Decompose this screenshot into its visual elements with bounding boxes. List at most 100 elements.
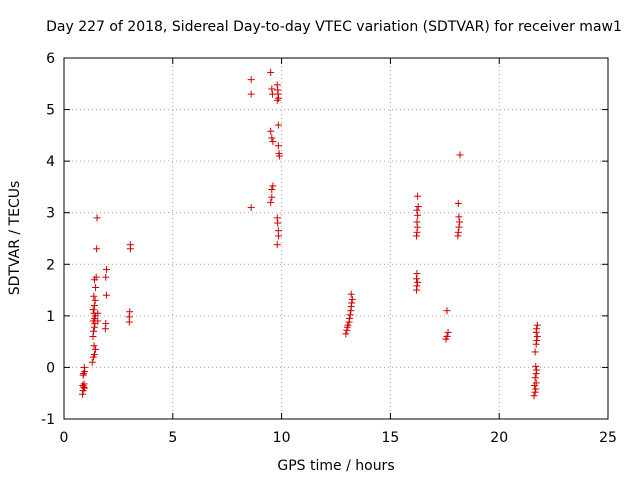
data-point-plus-marker (347, 290, 355, 298)
data-point-plus-marker (532, 379, 540, 387)
data-point-plus-marker (533, 332, 541, 340)
data-point-plus-marker (444, 328, 452, 336)
y-tick-label: -1 (41, 412, 55, 428)
data-point-plus-marker (89, 306, 97, 314)
data-point-plus-marker (90, 302, 98, 310)
data-point-plus-marker (93, 214, 101, 222)
data-point-plus-marker (456, 151, 464, 159)
data-point-plus-marker (454, 199, 462, 207)
data-point-plus-marker (269, 182, 277, 190)
data-point-plus-marker (532, 385, 540, 393)
data-point-plus-marker (80, 363, 88, 371)
data-point-plus-marker (455, 213, 463, 221)
data-point-plus-marker (102, 320, 110, 328)
y-tick-label: 1 (46, 309, 55, 325)
axis-ticks: 0 5 10 15 20 25 -1 0 1 2 3 4 5 6 (41, 51, 617, 446)
data-point-plus-marker (275, 232, 283, 240)
data-point-plus-marker (90, 327, 98, 335)
data-point-plus-marker (414, 203, 422, 211)
data-point-plus-marker (342, 330, 350, 338)
data-point-plus-marker (531, 348, 539, 356)
data-point-plus-marker (92, 283, 100, 291)
data-point-plus-marker (273, 241, 281, 249)
y-tick-label: 4 (46, 154, 55, 170)
data-point-plus-marker (269, 138, 277, 146)
data-point-plus-marker (94, 309, 102, 317)
data-point-plus-marker (348, 299, 356, 307)
data-point-plus-marker (267, 198, 275, 206)
data-point-plus-marker (92, 273, 100, 281)
data-point-plus-marker (90, 351, 98, 359)
data-point-plus-marker (443, 332, 451, 340)
x-tick-label: 20 (490, 430, 508, 446)
data-point-plus-marker (532, 362, 540, 370)
data-point-plus-marker (413, 282, 421, 290)
data-point-plus-marker (414, 211, 422, 219)
data-point-plus-marker (348, 295, 356, 303)
data-point-plus-marker (247, 90, 255, 98)
data-point-plus-marker (275, 152, 283, 160)
data-point-plus-marker (88, 358, 96, 366)
data-points (78, 68, 541, 400)
data-point-plus-marker (345, 314, 353, 322)
data-point-plus-marker (454, 228, 462, 236)
data-point-plus-marker (268, 134, 276, 142)
data-point-plus-marker (102, 273, 110, 281)
data-point-plus-marker (533, 337, 541, 345)
data-point-plus-marker (92, 345, 100, 353)
data-point-plus-marker (455, 223, 463, 231)
data-point-plus-marker (94, 317, 102, 325)
x-tick-label: 5 (168, 430, 177, 446)
data-point-plus-marker (274, 121, 282, 129)
data-point-plus-marker (126, 241, 134, 249)
data-point-plus-marker (79, 371, 87, 379)
data-point-plus-marker (91, 296, 99, 304)
y-axis-label: SDTVAR / TECUs (7, 181, 23, 296)
grid-lines (64, 58, 608, 419)
data-point-plus-marker (247, 204, 255, 212)
x-axis-label: GPS time / hours (277, 458, 394, 474)
data-point-plus-marker (90, 342, 98, 350)
data-point-plus-marker (413, 218, 421, 226)
data-point-plus-marker (81, 384, 89, 392)
data-point-plus-marker (414, 278, 422, 286)
data-point-plus-marker (414, 192, 422, 200)
plot-area-frame (63, 57, 609, 420)
data-point-plus-marker (78, 390, 86, 398)
data-point-plus-marker (413, 206, 421, 214)
data-point-plus-marker (268, 186, 276, 194)
chart-title: Day 227 of 2018, Sidereal Day-to-day VTE… (46, 19, 622, 35)
data-point-plus-marker (533, 325, 541, 333)
data-point-plus-marker (102, 291, 110, 299)
data-point-plus-marker (456, 218, 464, 226)
data-point-plus-marker (89, 332, 97, 340)
data-point-plus-marker (102, 265, 110, 273)
data-point-plus-marker (531, 388, 539, 396)
data-point-plus-marker (126, 308, 134, 316)
data-point-plus-marker (268, 193, 276, 201)
data-point-plus-marker (90, 292, 98, 300)
data-point-plus-marker (268, 85, 276, 93)
data-point-plus-marker (80, 380, 88, 388)
x-tick-label: 15 (381, 430, 399, 446)
data-point-plus-marker (247, 76, 255, 84)
data-point-plus-marker (93, 245, 101, 253)
data-point-plus-marker (533, 321, 541, 329)
data-point-plus-marker (267, 127, 275, 135)
data-point-plus-marker (274, 142, 282, 150)
x-tick-label: 0 (60, 430, 69, 446)
data-point-plus-marker (273, 96, 281, 104)
y-tick-label: 5 (46, 103, 55, 119)
x-tick-label: 25 (599, 430, 617, 446)
x-tick-label: 10 (273, 430, 291, 446)
y-tick-label: 2 (46, 257, 55, 273)
data-point-plus-marker (531, 374, 539, 382)
data-point-plus-marker (530, 392, 538, 400)
data-point-plus-marker (443, 307, 451, 315)
data-point-plus-marker (267, 68, 275, 76)
y-tick-label: 6 (46, 51, 55, 67)
y-tick-label: 0 (46, 360, 55, 376)
data-point-plus-marker (274, 219, 282, 227)
y-tick-label: 3 (46, 206, 55, 222)
